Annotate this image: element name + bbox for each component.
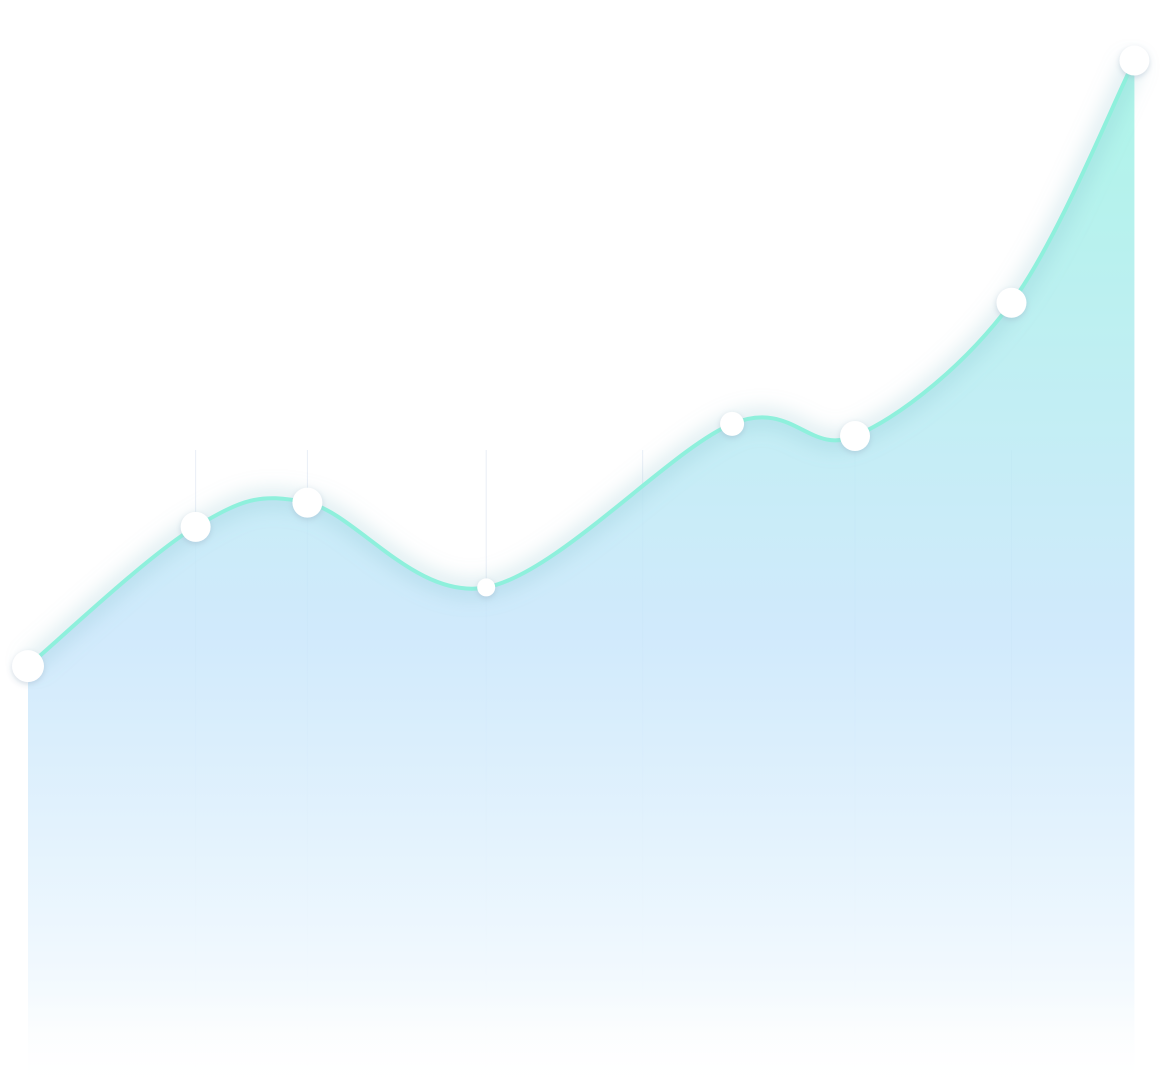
- data-point-3: [477, 578, 496, 597]
- data-point-4: [720, 411, 745, 436]
- data-point-1: [180, 511, 211, 542]
- data-point-6: [996, 287, 1027, 318]
- data-point-0: [12, 650, 44, 683]
- bottom-fade: [0, 990, 1169, 1090]
- data-point-2: [292, 487, 323, 518]
- data-point-5: [840, 421, 871, 451]
- area-fill: [28, 60, 1135, 1090]
- data-point-7: [1119, 45, 1150, 76]
- data-markers: [12, 45, 1150, 683]
